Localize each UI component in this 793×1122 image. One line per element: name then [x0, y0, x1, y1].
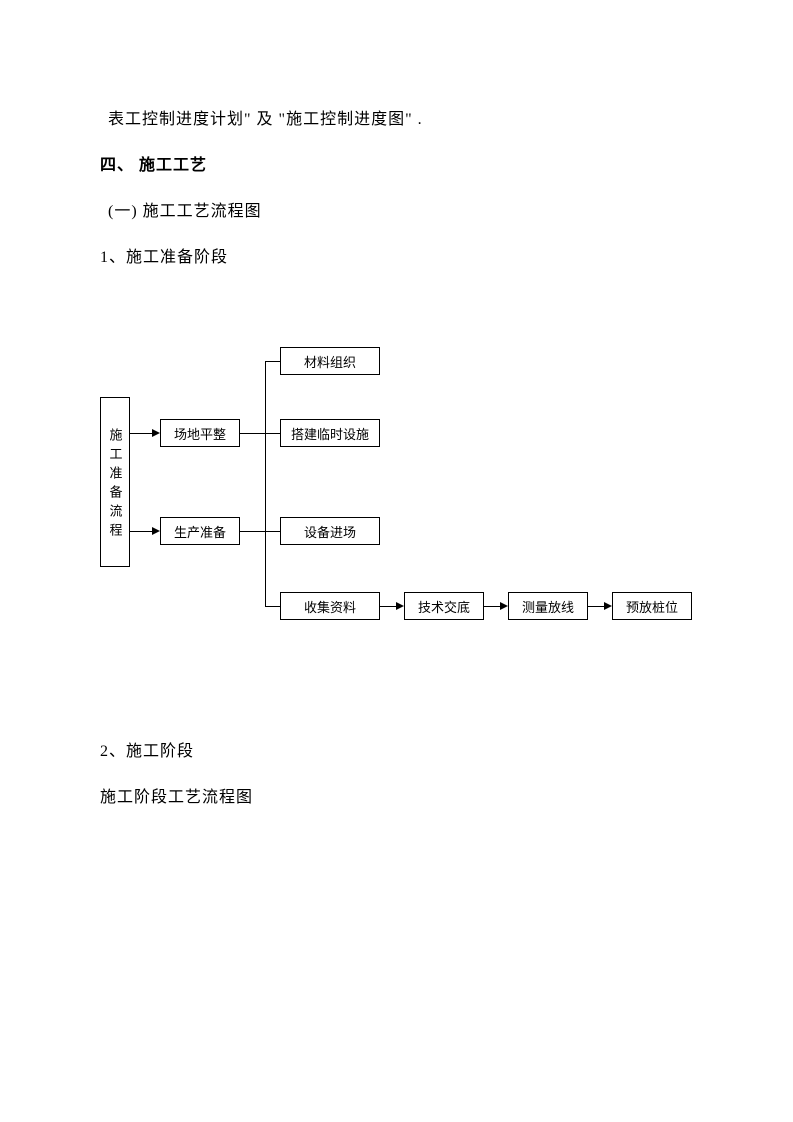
preparation-flowchart: 施工准备流程 场地平整生产准备 材料组织搭建临时设施设备进场收集资料技术交底测量放线… [100, 337, 700, 657]
flowchart-arrow-head [152, 429, 160, 437]
flowchart-node: 材料组织 [280, 347, 380, 375]
flowchart-connector [265, 606, 280, 607]
continuation-text: 表工控制进度计划" 及 "施工控制进度图" . [100, 105, 693, 129]
section-2: 2、施工阶段 施工阶段工艺流程图 [100, 737, 693, 807]
flowchart-node: 预放桩位 [612, 592, 692, 620]
flowchart-arrow-head [604, 602, 612, 610]
flowchart-connector [240, 531, 280, 532]
flowchart-node: 场地平整 [160, 419, 240, 447]
flowchart-arrow-head [396, 602, 404, 610]
flowchart-node: 收集资料 [280, 592, 380, 620]
item-1-heading: 1、施工准备阶段 [100, 243, 693, 267]
flowchart-node: 生产准备 [160, 517, 240, 545]
flowchart-arrow-line [130, 531, 152, 532]
flowchart-arrow-head [152, 527, 160, 535]
item-2-subheading: 施工阶段工艺流程图 [100, 783, 693, 807]
flowchart-node: 测量放线 [508, 592, 588, 620]
flowchart-arrow-line [484, 606, 500, 607]
flowchart-arrow-line [588, 606, 604, 607]
flowchart-node: 技术交底 [404, 592, 484, 620]
flowchart-connector [265, 361, 280, 362]
flowchart-node: 施工准备流程 [100, 397, 130, 567]
flowchart-node: 设备进场 [280, 517, 380, 545]
flowchart-arrow-line [130, 433, 152, 434]
page-content: 表工控制进度计划" 及 "施工控制进度图" . 四、 施工工艺 (一) 施工工艺… [0, 0, 793, 807]
flowchart-vline [265, 361, 266, 606]
flowchart-node: 搭建临时设施 [280, 419, 380, 447]
flowchart-connector [240, 433, 280, 434]
item-2-heading: 2、施工阶段 [100, 737, 693, 761]
flowchart-arrow-head [500, 602, 508, 610]
subsection-heading: (一) 施工工艺流程图 [100, 197, 693, 221]
flowchart-arrow-line [380, 606, 396, 607]
section-heading: 四、 施工工艺 [100, 151, 693, 175]
